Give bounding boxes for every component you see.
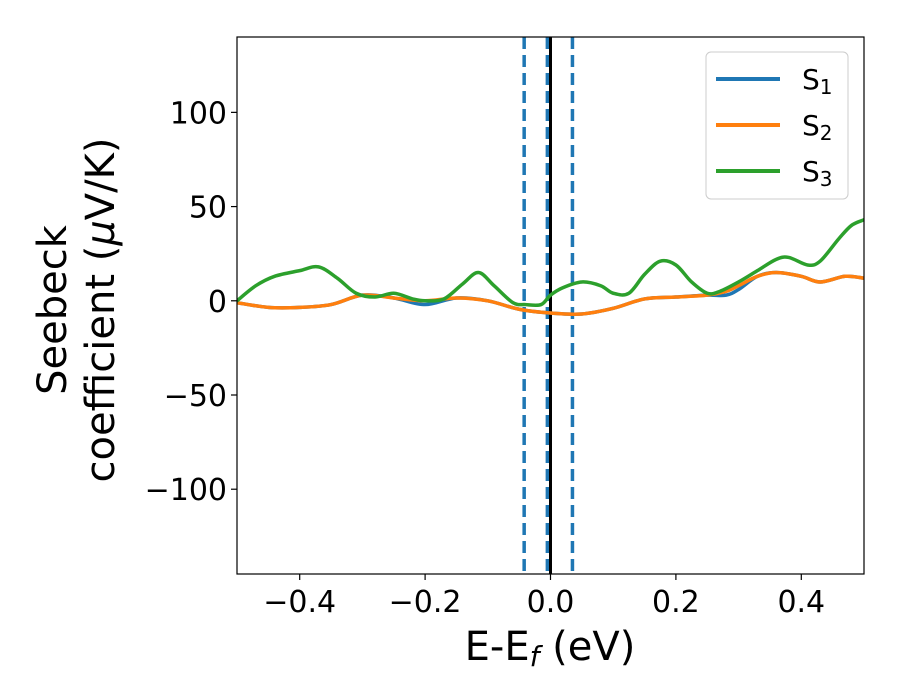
y-tick-label: −100 xyxy=(145,473,227,508)
y-tick-label: 0 xyxy=(208,285,227,320)
y-axis-title-line2: coefficient (μV/K) xyxy=(78,138,124,483)
x-tick-label: 0.2 xyxy=(652,585,700,620)
legend-label-s2: S2 xyxy=(802,109,833,145)
series-layer xyxy=(237,218,864,317)
y-tick-label: 50 xyxy=(189,191,227,226)
x-tick-label: 0.4 xyxy=(777,585,825,620)
legend-label-s1: S1 xyxy=(802,63,833,99)
legend-label-s3: S3 xyxy=(802,155,833,191)
x-tick-label: −0.4 xyxy=(263,585,336,620)
x-tick-label: −0.2 xyxy=(389,585,462,620)
legend: S1 S2 S3 xyxy=(705,51,849,200)
y-axis-title-line1: Seebeck xyxy=(30,224,76,395)
y-tick-label: 100 xyxy=(170,96,227,131)
y-axis: −100 −50 0 50 100 xyxy=(145,96,237,508)
reference-lines xyxy=(522,37,575,574)
series-line-s3 xyxy=(237,218,864,308)
x-axis: −0.4 −0.2 0.0 0.2 0.4 xyxy=(263,574,825,620)
x-axis-title: E-Ef (eV) xyxy=(465,624,636,673)
y-tick-label: −50 xyxy=(164,379,227,414)
x-tick-label: 0.0 xyxy=(527,585,575,620)
